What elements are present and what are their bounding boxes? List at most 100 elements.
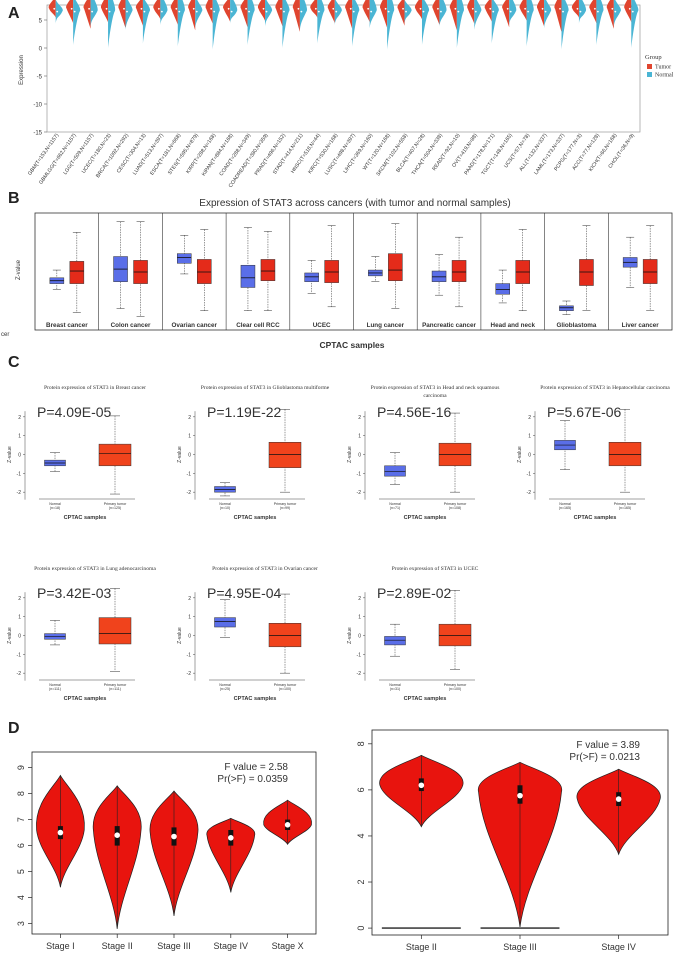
tumor-median-point — [541, 7, 544, 10]
normal-box — [240, 264, 256, 288]
tumor-median-point — [53, 7, 56, 10]
normal-median-point — [335, 10, 338, 13]
tumor-median-point — [157, 7, 160, 10]
y-tick-label: -1 — [187, 471, 192, 477]
tumor-half-violin — [118, 0, 126, 28]
y-tick-label: -2 — [527, 490, 532, 496]
tumor-median-point — [506, 7, 509, 10]
group-label: Normal — [219, 683, 231, 687]
tumor-median-point — [245, 7, 247, 10]
normal-half-violin — [474, 0, 482, 30]
p-value-label: P=3.42E-03 — [37, 585, 112, 601]
subplot-title: Protein expression of STAT3 in UCEC — [392, 565, 479, 572]
tumor-median-point — [367, 7, 370, 10]
x-category-label: PAAD(T=178,N=171) — [463, 132, 496, 176]
normal-half-violin — [578, 0, 587, 24]
normal-median-point — [73, 10, 76, 13]
group-label: Primary tumor — [274, 502, 297, 506]
tumor-box — [451, 260, 467, 282]
tumor-median-point — [227, 7, 230, 10]
y-tick-label: 5 — [16, 869, 26, 874]
y-axis-label: Z-value — [347, 627, 353, 644]
tumor-box — [268, 623, 302, 648]
group-n-label: (n=125) — [109, 506, 122, 510]
subplot-title-cont: carcinoma — [423, 393, 447, 399]
group-n-label: (n=25) — [220, 687, 231, 691]
normal-median-point — [56, 10, 59, 13]
y-axis-label: Expression — [19, 55, 25, 85]
tumor-median-point — [332, 7, 335, 10]
y-tick-label: 0 — [18, 634, 21, 640]
tumor-half-violin — [223, 0, 231, 22]
panel-a-violin-overview: A20151050-5-10-15Expression****GBM(T=153… — [8, 0, 674, 189]
tumor-half-violin — [83, 0, 91, 29]
y-tick-label: -1 — [357, 652, 362, 658]
tumor-half-violin — [467, 0, 475, 24]
x-category-label: SKCM(T=102,N=558) — [375, 132, 409, 177]
chart-title: Expression of STAT3 across cancers (with… — [199, 198, 510, 209]
x-axis-label: CPTAC samples — [234, 515, 277, 521]
tumor-half-violin — [205, 0, 213, 24]
tumor-half-violin — [257, 0, 266, 21]
y-tick-label: 1 — [188, 434, 191, 440]
group-label: Primary tumor — [104, 683, 127, 687]
y-tick-label: 2 — [356, 880, 366, 885]
y-tick-label: -5 — [37, 75, 43, 81]
x-axis-label: CPTAC samples — [404, 515, 447, 521]
y-tick-label: 0 — [358, 634, 361, 640]
x-category-label: BRCA(T=1092,N=292) — [95, 132, 130, 179]
y-tick-label: -1 — [187, 652, 192, 658]
y-tick-label: 2 — [528, 415, 531, 421]
y-tick-label: 1 — [358, 615, 361, 621]
y-axis-label: Z-value — [347, 446, 353, 463]
y-tick-label: 9 — [16, 765, 26, 770]
tumor-box — [608, 442, 642, 467]
tumor-half-violin — [240, 0, 248, 28]
tumor-median-point — [175, 7, 178, 10]
violin-median-point — [171, 833, 177, 840]
normal-median-point — [126, 10, 128, 13]
tumor-median-point — [210, 7, 213, 10]
tumor-median-point — [628, 7, 631, 10]
tumor-half-violin — [188, 0, 196, 31]
legend-label-normal: Normal — [655, 73, 674, 79]
tumor-box — [642, 259, 658, 284]
tumor-median-point — [384, 7, 387, 10]
legend-swatch-tumor — [647, 64, 652, 69]
tumor-median-point — [454, 7, 457, 10]
group-label: Normal — [559, 502, 571, 506]
x-category-label: Head and neck — [491, 322, 536, 329]
x-axis-label: CPTAC samples — [404, 696, 447, 702]
normal-half-violin — [160, 0, 168, 26]
tumor-box — [438, 623, 472, 647]
y-tick-label: 0 — [188, 634, 191, 640]
tumor-median-point — [471, 7, 474, 10]
tumor-half-violin — [153, 0, 161, 20]
x-category-label: Stage IV — [214, 941, 249, 951]
group-n-label: (n=99) — [280, 506, 291, 510]
tumor-half-violin — [502, 0, 510, 28]
x-category-label: Clear cell RCC — [236, 322, 280, 329]
y-axis-label: Z-value — [16, 259, 22, 280]
legend-title: Group — [645, 54, 662, 61]
group-label: Normal — [49, 683, 61, 687]
x-category-label: Stage IV — [601, 942, 636, 952]
normal-half-violin — [404, 0, 412, 24]
x-category-label: PRAD(T=496,N=152) — [254, 132, 288, 176]
normal-half-violin — [265, 0, 273, 27]
normal-median-point — [544, 10, 547, 13]
tumor-half-violin — [519, 0, 527, 21]
panel-letter-c: C — [8, 354, 20, 371]
tumor-box — [388, 253, 403, 281]
normal-median-point — [248, 10, 250, 13]
tumor-half-violin — [345, 0, 353, 29]
normal-half-violin — [55, 0, 63, 24]
normal-box — [384, 465, 406, 477]
panel-letter-b: B — [8, 190, 20, 207]
x-axis-label: CPTAC samples — [319, 340, 384, 350]
normal-box — [384, 636, 406, 646]
tumor-median-point — [280, 7, 282, 10]
y-axis-label: Z-value — [7, 446, 13, 463]
protein-subplot: Protein expression of STAT3 in Head and … — [347, 384, 499, 521]
